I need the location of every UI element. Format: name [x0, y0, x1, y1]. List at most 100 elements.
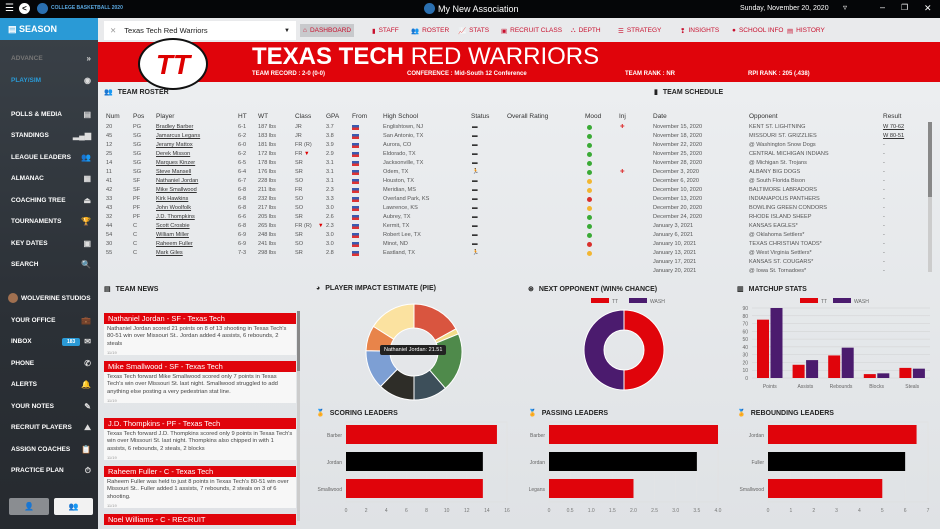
us-flag-icon	[352, 170, 359, 175]
bar-points-wash[interactable]	[770, 308, 783, 378]
menu-icon[interactable]: ☰	[5, 3, 14, 14]
team-select[interactable]: ✕ Texas Tech Red Warriors ▼	[104, 21, 296, 40]
tab-school-info[interactable]: ● SCHOOL INFO	[732, 27, 784, 34]
roster-cell: 6-2	[238, 151, 247, 157]
player-link[interactable]: Bradley Barber	[156, 124, 194, 130]
pie-slice[interactable]	[372, 303, 415, 340]
sidebar-item-practice-plan[interactable]: PRACTICE PLAN ⏱	[11, 465, 91, 477]
sidebar-item-league-leaders[interactable]: LEAGUE LEADERS 👥	[11, 151, 91, 163]
bar-assists-wash[interactable]	[806, 360, 819, 378]
player-link[interactable]: Steve Mansell	[156, 169, 192, 175]
news-headline[interactable]: Mike Smallwood - SF - Texas Tech	[104, 361, 296, 372]
leader-bar[interactable]	[346, 425, 497, 444]
tab-insights[interactable]: ❢ INSIGHTS	[680, 27, 720, 35]
news-headline[interactable]: J.D. Thompkins - PF - Texas Tech	[104, 418, 296, 429]
us-flag-icon	[352, 143, 359, 148]
sidebar-item-play-sim[interactable]: PLAY/SIM ◉	[11, 74, 91, 86]
leader-bar[interactable]	[768, 425, 917, 444]
leader-bar[interactable]	[549, 452, 697, 471]
sidebar-item-label: SEARCH	[11, 261, 39, 268]
bar-assists-tt[interactable]	[792, 364, 805, 378]
bar-rebounds-wash[interactable]	[841, 347, 854, 378]
roster-cell: Overland Park, KS	[383, 196, 430, 202]
roster-cell: 6-8	[238, 187, 247, 193]
news-scrollbar[interactable]	[297, 311, 300, 521]
news-item[interactable]: Raheem Fuller - C - Texas Tech Raheem Ful…	[104, 466, 296, 508]
leader-bar[interactable]	[768, 452, 906, 471]
leader-bar[interactable]	[346, 479, 483, 498]
sidebar-item-phone[interactable]: PHONE ✆	[11, 357, 91, 369]
bar-blocks-tt[interactable]	[863, 374, 876, 378]
minimize-icon[interactable]: –	[880, 2, 886, 12]
sidebar-item-advance[interactable]: ADVANCE »	[11, 52, 91, 64]
tab-staff[interactable]: ▮ STAFF	[372, 27, 399, 35]
close-icon[interactable]: ✕	[924, 3, 932, 13]
season-header[interactable]: ▤ SEASON	[0, 18, 98, 40]
sidebar-item-key-dates[interactable]: KEY DATES ▣	[11, 237, 91, 249]
sidebar-item-alerts[interactable]: ALERTS 🔔	[11, 379, 91, 391]
sidebar-item-assign-coaches[interactable]: ASSIGN COACHES 📋	[11, 443, 91, 455]
sidebar-item-polls-media[interactable]: POLLS & MEDIA ▤	[11, 108, 91, 120]
bar-points-tt[interactable]	[757, 319, 769, 378]
tab-roster[interactable]: 👥 ROSTER	[411, 27, 450, 35]
multi-user-button[interactable]: 👥	[54, 498, 93, 515]
game-result: -	[883, 223, 885, 229]
bar-blocks-wash[interactable]	[877, 373, 890, 378]
sidebar-item-search[interactable]: SEARCH 🔍	[11, 259, 91, 271]
news-date: 11/19	[104, 397, 296, 403]
tab-depth[interactable]: ⛬ DEPTH	[571, 26, 601, 35]
player-link[interactable]: John Woolfolk	[156, 205, 192, 211]
leader-bar[interactable]	[346, 452, 483, 471]
player-link[interactable]: Mike Smallwood	[156, 187, 197, 193]
sidebar-item-your-office[interactable]: YOUR OFFICE 💼	[11, 314, 91, 326]
sidebar-item-recruit-players[interactable]: RECRUIT PLAYERS ⛰	[11, 422, 91, 434]
player-link[interactable]: Jeramy Mattox	[156, 142, 193, 148]
player-link[interactable]: Nathaniel Jordan	[156, 178, 199, 184]
game-result[interactable]: W 80-51	[883, 133, 905, 139]
news-item[interactable]: Noel Williams - C - RECRUIT	[104, 514, 296, 525]
player-link[interactable]: Raheem Fuller	[156, 241, 193, 247]
player-link[interactable]: Derek Misson	[156, 151, 191, 157]
sidebar-item-standings[interactable]: STANDINGS ▂▄▆	[11, 130, 91, 142]
tab-strategy[interactable]: ☰ STRATEGY	[618, 27, 662, 35]
player-link[interactable]: Jamarcus Legans	[156, 133, 201, 139]
player-link[interactable]: J.D. Thompkins	[156, 214, 195, 220]
bar-steals-tt[interactable]	[899, 367, 912, 378]
sidebar-item-coaching-tree[interactable]: COACHING TREE ⏏	[11, 194, 91, 206]
player-link[interactable]: Mark Giles	[156, 250, 183, 256]
tab-dashboard[interactable]: ⌂ DASHBOARD	[300, 24, 355, 37]
player-link[interactable]: Scott Crosbie	[156, 223, 190, 229]
news-headline[interactable]: Nathaniel Jordan - SF - Texas Tech	[104, 313, 296, 324]
news-item[interactable]: Nathaniel Jordan - SF - Texas Tech Nathan…	[104, 313, 296, 355]
bar-steals-wash[interactable]	[912, 368, 925, 378]
schedule-scrollbar[interactable]	[928, 122, 932, 272]
game-result[interactable]: W 70-62	[883, 124, 905, 130]
tab-stats[interactable]: 📈 STATS	[458, 27, 490, 35]
win-slice-tt[interactable]	[623, 309, 665, 391]
bar-rebounds-tt[interactable]	[828, 355, 841, 378]
studio-header[interactable]: WOLVERINE STUDIOS	[8, 292, 98, 304]
tab-recruit-class[interactable]: ▣ RECRUIT CLASS	[501, 27, 563, 35]
back-icon[interactable]: <	[19, 3, 30, 14]
leader-bar[interactable]	[768, 479, 883, 498]
roster-cell: Kermit, TX	[383, 223, 410, 229]
sidebar-item-almanac[interactable]: ALMANAC ▦	[11, 173, 91, 185]
news-item[interactable]: J.D. Thompkins - PF - Texas Tech Texas Te…	[104, 418, 296, 460]
leader-bar[interactable]	[549, 479, 634, 498]
sidebar-item-tournaments[interactable]: TOURNAMENTS 🏆	[11, 216, 91, 228]
tab-history[interactable]: ▤ HISTORY	[787, 27, 825, 35]
news-item[interactable]: Mike Smallwood - SF - Texas Tech Texas Te…	[104, 361, 296, 403]
leader-bar[interactable]	[549, 425, 718, 444]
sidebar-item-inbox[interactable]: INBOX 183 ✉	[11, 336, 91, 348]
player-link[interactable]: William Miller	[156, 232, 189, 238]
news-headline[interactable]: Noel Williams - C - RECRUIT	[104, 514, 296, 525]
dropdown-icon[interactable]: ▿	[843, 3, 848, 12]
opponent: @ Michigan St. Trojans	[749, 160, 807, 166]
player-link[interactable]: Marques Kinzer	[156, 160, 196, 166]
restore-icon[interactable]: ❐	[901, 3, 909, 12]
sidebar-item-your-notes[interactable]: YOUR NOTES ✎	[11, 400, 91, 412]
news-headline[interactable]: Raheem Fuller - C - Texas Tech	[104, 466, 296, 477]
player-link[interactable]: Kirk Hawkins	[156, 196, 189, 202]
win-slice-wash[interactable]	[583, 309, 625, 391]
single-user-button[interactable]: 👤	[9, 498, 49, 515]
